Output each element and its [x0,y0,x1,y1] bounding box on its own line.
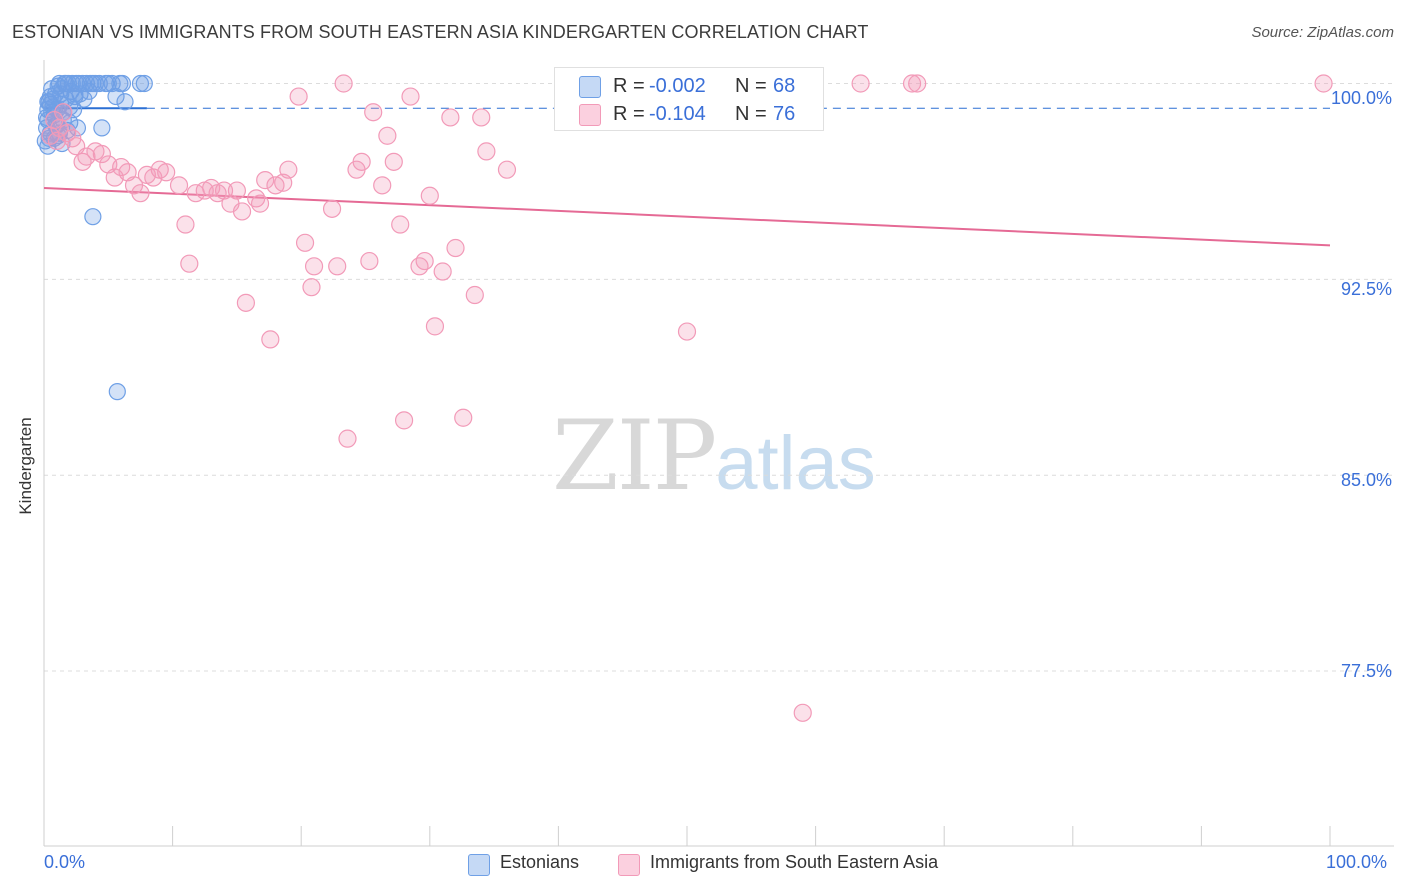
sea-point [677,322,697,341]
sea-point [793,703,812,722]
sea-point [433,262,452,281]
sea-point [446,238,465,258]
sea-point [157,163,176,182]
sea-point [384,152,403,171]
sea-point [378,126,397,145]
r-value: -0.002 [649,75,706,97]
estonians-point [39,93,57,111]
sea-point [279,160,298,179]
sea-trend-line [43,186,1331,247]
r-value: -0.104 [649,103,706,125]
sea-point [322,199,342,218]
sea-point [256,171,275,190]
n-label: N = [735,75,767,97]
sea-point [295,233,315,252]
y-tick-label-92-5: 92.5% [1340,279,1392,299]
estonians-swatch [579,76,601,98]
sea-point [131,184,150,203]
sea-point [236,293,256,312]
sea-point [289,87,308,106]
estonians-point [66,85,84,103]
estonians-point [93,119,111,137]
sea-point [338,429,357,448]
estonians-point [135,74,153,93]
sea-point [360,251,379,271]
sea-point [908,74,927,93]
sea-point [169,176,189,195]
sea-point [302,278,321,297]
estonians-point [131,74,150,93]
sea-point [334,74,353,93]
sea-point [77,147,96,166]
watermark: ZIPatlas [552,400,876,512]
axes [43,60,1394,847]
sea-point [304,257,324,276]
sea-point [364,103,383,122]
y-tick-label-100: 100.0% [1330,88,1392,108]
sea-point [465,285,484,305]
estonians-point [68,119,87,137]
sea-point [328,257,347,276]
sea-point [352,152,371,171]
sea-point [410,257,429,276]
sea-point [391,215,410,234]
estonians-legend-label: Estonians [500,852,580,872]
sea-point [54,103,73,122]
sea-point [92,144,111,164]
estonians-point [113,74,132,93]
sea-point [851,74,870,93]
sea-point [58,124,77,143]
sea-point [425,317,445,336]
sea-point [176,215,195,234]
sea-points [41,74,1333,722]
sea-legend-label: Immigrants from South Eastern Asia [650,852,939,872]
sea-point [250,194,270,213]
watermark-zip: ZIP [552,400,717,512]
sea-point [373,176,392,195]
sea-point [232,202,252,221]
sea-point [1314,74,1333,93]
sea-swatch [579,104,601,126]
estonians-point [116,93,134,111]
sea-point [441,108,460,127]
estonians-point [108,383,126,401]
estonians-point [84,208,102,226]
n-value: 76 [773,103,796,125]
sea-point [394,411,414,430]
y-tick-label-85: 85.0% [1340,470,1392,490]
n-label: N = [735,103,767,125]
sea-point [415,251,434,271]
sea-legend-swatch [618,854,640,876]
sea-point [180,254,199,273]
stats-legend: R = -0.002 N = 68 R = -0.104 N = 76 [554,67,824,131]
sea-point [227,181,246,200]
x-tick-label-0: 0.0% [44,852,86,872]
r-label: R = [613,75,645,97]
estonians-point [53,80,71,98]
sea-point [472,108,491,127]
gridlines [44,83,1394,672]
sea-point [401,87,420,106]
legend-row-estonians: R = -0.002 N = 68 [555,72,823,100]
source-label: Source: ZipAtlas.com [1251,24,1394,41]
estonians-point [90,74,108,93]
y-tick-label-77-5: 77.5% [1340,661,1392,681]
sea-point [477,142,496,161]
sea-point [497,160,517,179]
sea-point [261,330,280,349]
x-tick-label-100: 100.0% [1326,852,1388,872]
y-axis-label: Kindergarten [16,417,35,515]
sea-point [420,186,439,205]
legend-row-sea: R = -0.104 N = 76 [555,100,823,128]
estonians-legend-swatch [468,854,490,876]
chart-title: ESTONIAN VS IMMIGRANTS FROM SOUTH EASTER… [12,22,869,42]
watermark-atlas: atlas [715,421,876,506]
sea-point [902,74,922,93]
r-label: R = [613,103,645,125]
sea-point [454,408,473,427]
n-value: 68 [773,75,796,97]
